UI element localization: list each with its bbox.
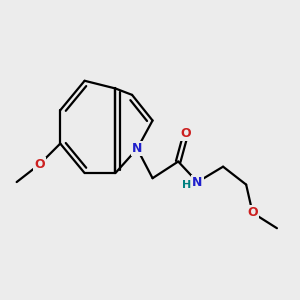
Text: N: N [132,142,142,155]
Text: O: O [181,127,191,140]
Text: H: H [182,180,191,190]
Text: O: O [247,206,258,219]
Text: O: O [34,158,45,171]
Text: N: N [192,176,203,189]
